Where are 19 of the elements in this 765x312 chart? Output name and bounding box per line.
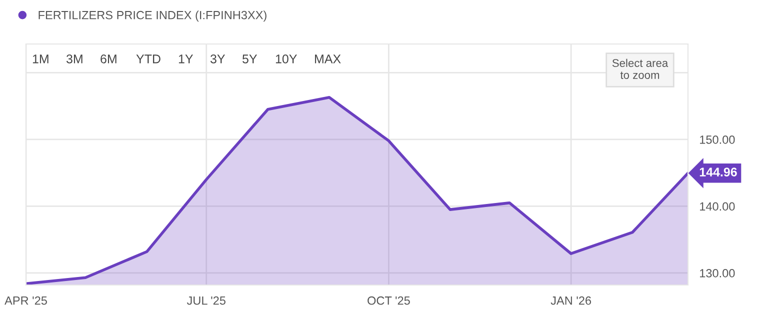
legend-label: FERTILIZERS PRICE INDEX (I:FPINH3XX) <box>38 10 266 22</box>
y-tick-label: 130.00 <box>700 269 735 278</box>
x-tick-label: JAN '26 <box>550 296 592 305</box>
x-tick-label: OCT '25 <box>368 296 410 305</box>
data-label: 144.96 <box>700 168 737 176</box>
y-tick-label: 150.00 <box>700 136 735 144</box>
annotation: Select area to zoom <box>612 58 668 79</box>
x-tick-label: JUL '25 <box>186 296 226 305</box>
annotation: 1Y <box>178 54 194 64</box>
annotation: MAX <box>315 54 341 64</box>
annotation: 5Y <box>242 54 258 64</box>
annotation: 3Y <box>210 54 226 64</box>
annotation: YTD <box>136 54 160 64</box>
y-tick-label: 140.00 <box>700 202 735 211</box>
x-tick-label: APR '25 <box>4 296 47 305</box>
annotation: 10Y <box>276 54 297 64</box>
annotation: 6M <box>100 54 116 64</box>
annotation: 3M <box>66 54 82 64</box>
annotation: 1M <box>32 54 48 64</box>
